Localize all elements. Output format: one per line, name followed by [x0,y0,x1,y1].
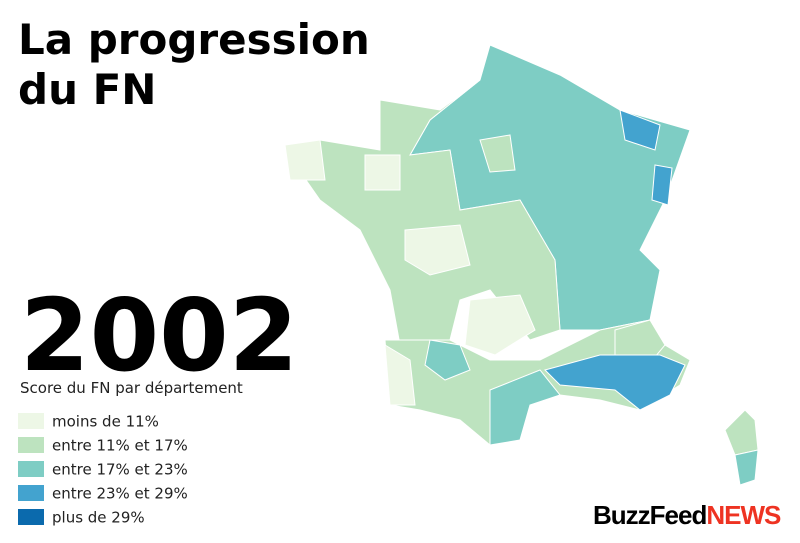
legend-swatch [18,509,44,525]
legend-swatch [18,437,44,453]
department-region [479,134,516,173]
legend: moins de 11% entre 11% et 17% entre 17% et… [18,413,188,527]
department-region [734,449,759,486]
department-region [364,154,401,191]
subtitle: Score du FN par département [20,379,243,397]
logo-suffix: NEWS [706,500,781,530]
title-line-2: du FN [18,65,156,114]
department-region [284,139,326,181]
department-region [651,164,673,206]
legend-swatch [18,461,44,477]
legend-label: moins de 11% [52,413,159,431]
legend-label: entre 11% et 17% [52,437,188,455]
legend-label: entre 17% et 23% [52,461,188,479]
department-region [384,344,416,406]
legend-label: plus de 29% [52,509,145,527]
department-region [284,79,561,346]
legend-swatch [18,485,44,501]
department-region [464,294,536,356]
department-region [724,409,759,456]
title-line-1: La progression [18,15,370,64]
department-region [404,224,471,276]
logo: BuzzFeedNEWS [593,500,781,530]
legend-label: entre 23% et 29% [52,485,188,503]
department-region [619,109,661,151]
logo-brand: BuzzFeed [593,500,706,530]
department-region [424,339,471,381]
map [284,44,759,486]
legend-swatch [18,413,44,429]
department-region [544,354,686,411]
department-region [489,369,561,446]
year: 2002 [20,277,298,394]
